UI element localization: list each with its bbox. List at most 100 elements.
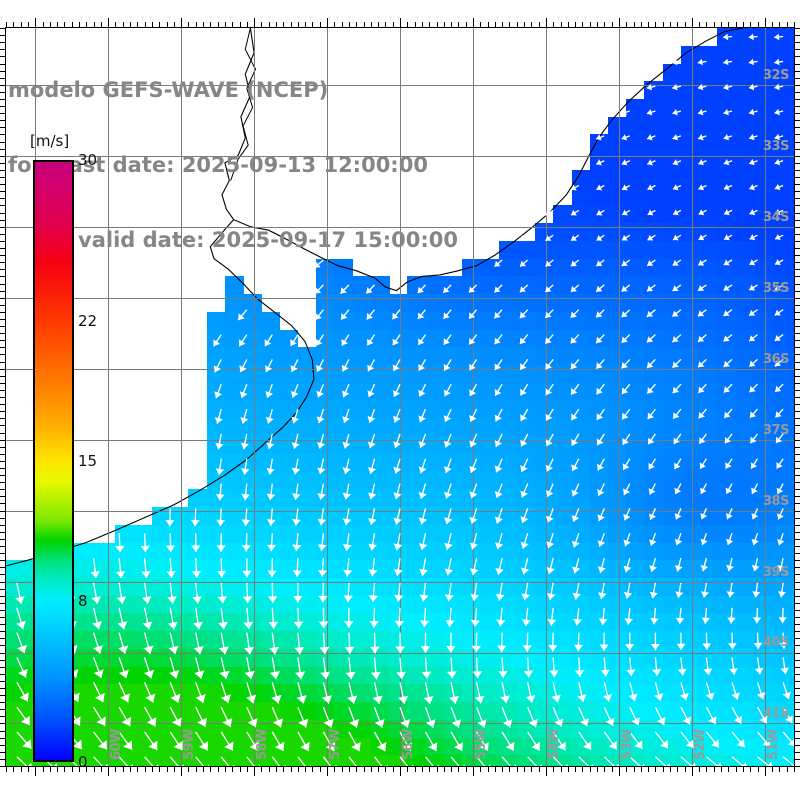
axis-tick (795, 226, 800, 228)
raster-cell (662, 311, 682, 331)
axis-tick (0, 496, 5, 498)
raster-cell (607, 613, 627, 632)
raster-cell (462, 631, 481, 650)
raster-cell (772, 684, 791, 703)
axis-tick (494, 767, 496, 772)
raster-cell (790, 489, 794, 508)
raster-cell (334, 524, 354, 544)
raster-cell (206, 524, 226, 544)
axis-tick (79, 22, 80, 27)
raster-cell (279, 542, 299, 561)
raster-cell (370, 382, 390, 402)
raster-cell (699, 595, 718, 615)
raster-cell (553, 542, 573, 561)
raster-cell (206, 311, 226, 331)
raster-cell (607, 507, 627, 526)
axis-tick (795, 368, 800, 370)
axis-tick (670, 767, 671, 772)
axis-tick (567, 22, 569, 27)
raster-cell (735, 276, 755, 295)
axis-tick (795, 709, 800, 711)
raster-cell (352, 489, 372, 508)
raster-cell (699, 666, 718, 686)
axis-tick (297, 22, 299, 27)
axis-tick (0, 262, 5, 264)
raster-cell (717, 737, 737, 756)
raster-cell (462, 311, 481, 331)
raster-cell (224, 418, 244, 437)
raster-cell (6, 755, 25, 766)
gridline-lat (6, 84, 794, 86)
raster-cell (535, 666, 554, 686)
raster-cell (626, 613, 646, 632)
raster-cell (644, 471, 664, 490)
axis-tick (0, 191, 5, 193)
raster-cell (626, 294, 646, 313)
axis-tick (0, 574, 5, 576)
axis-tick (159, 22, 161, 27)
raster-cell (462, 666, 481, 686)
raster-cell (607, 453, 627, 473)
raster-cell (480, 418, 500, 437)
axis-tick (795, 560, 800, 562)
raster-cell (243, 631, 262, 650)
axis-tick (795, 432, 800, 434)
axis-tick (181, 18, 183, 27)
raster-cell (626, 258, 646, 277)
raster-cell (151, 542, 171, 561)
raster-cell (425, 684, 445, 703)
raster-cell (352, 471, 372, 490)
raster-cell (717, 134, 737, 153)
raster-cell (243, 560, 262, 579)
axis-tick (0, 70, 5, 72)
colorbar-tick-22: 22 (78, 311, 98, 330)
raster-cell (334, 382, 354, 402)
axis-tick (509, 767, 511, 772)
axis-tick (795, 737, 800, 739)
raster-cell (480, 631, 500, 650)
raster-cell (735, 187, 755, 207)
raster-cell (553, 595, 573, 615)
raster-cell (571, 453, 591, 473)
axis-tick (633, 22, 635, 27)
axis-tick (794, 22, 795, 27)
raster-cell (571, 471, 591, 490)
axis-tick (42, 22, 44, 27)
axis-tick (0, 177, 5, 178)
raster-cell (151, 631, 171, 650)
axis-tick (786, 22, 788, 27)
raster-cell (407, 294, 427, 313)
raster-cell (243, 382, 262, 402)
raster-cell (480, 489, 500, 508)
raster-cell (607, 169, 627, 189)
raster-cell (680, 240, 700, 260)
raster-cell (553, 436, 573, 455)
raster-cell (680, 205, 700, 224)
raster-cell (699, 542, 718, 561)
raster-cell (462, 755, 481, 766)
axis-tick (795, 595, 800, 597)
raster-cell (790, 63, 794, 82)
raster-cell (571, 631, 591, 650)
raster-cell (571, 737, 591, 756)
raster-cell (571, 365, 591, 384)
raster-cell (133, 542, 153, 561)
raster-cell (352, 737, 372, 756)
axis-tick (130, 767, 131, 772)
raster-cell (151, 755, 171, 766)
lat-label-39S: 39S (763, 564, 789, 580)
raster-cell (644, 400, 664, 419)
axis-tick (458, 767, 460, 772)
axis-tick (49, 767, 51, 772)
raster-cell (516, 453, 536, 473)
axis-tick (319, 767, 321, 772)
raster-cell (443, 542, 463, 561)
raster-cell (535, 684, 554, 703)
colorbar-tick-30: 30 (78, 151, 98, 169)
axis-tick (137, 767, 139, 772)
raster-cell (462, 347, 481, 366)
raster-cell (735, 453, 755, 473)
raster-cell (607, 436, 627, 455)
raster-cell (316, 400, 335, 419)
raster-cell (334, 702, 354, 721)
